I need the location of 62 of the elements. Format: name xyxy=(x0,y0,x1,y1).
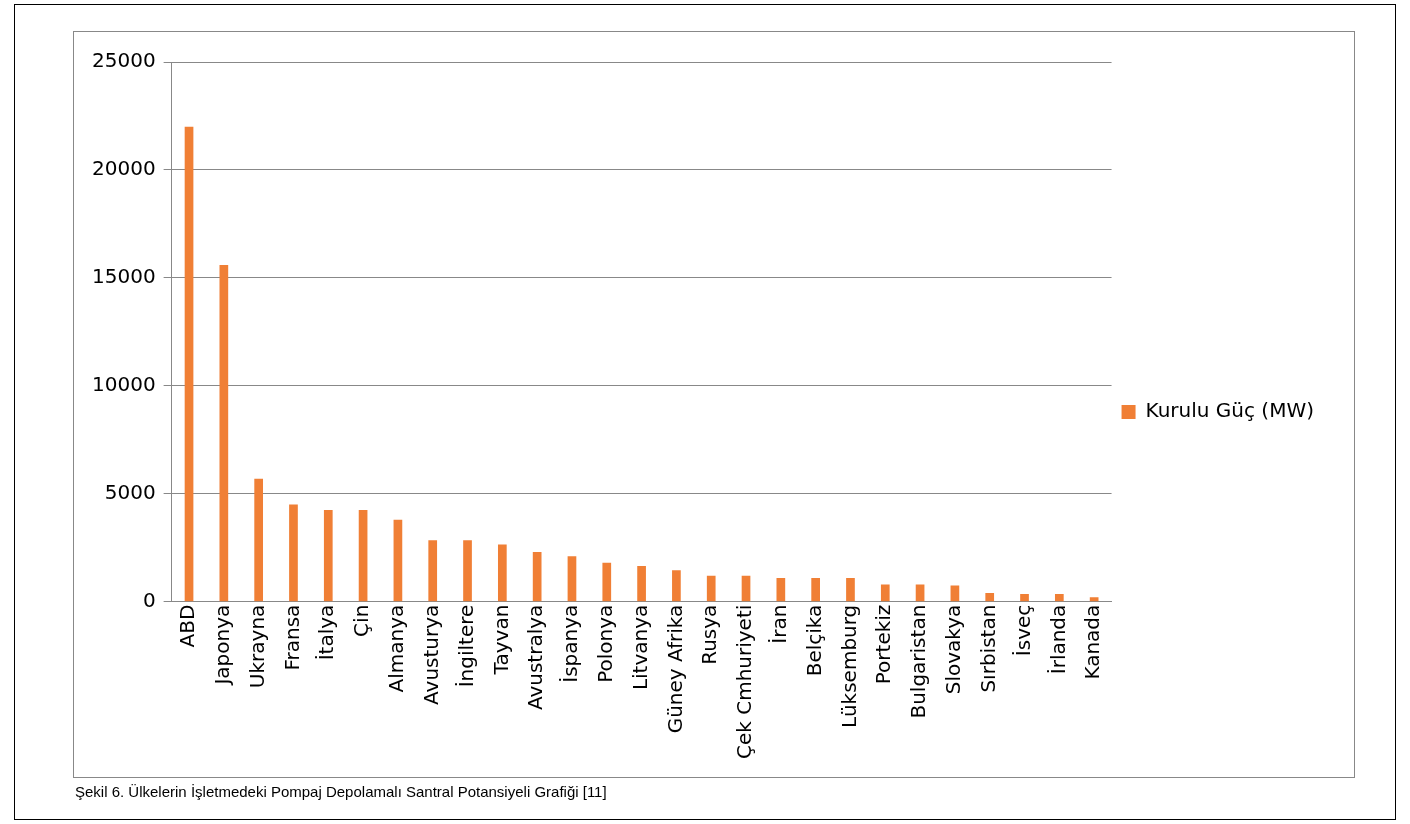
x-tick-label: Belçika xyxy=(801,604,826,677)
x-tick-label: Almanya xyxy=(384,604,409,693)
x-tick-label: Bulgaristan xyxy=(906,604,931,719)
y-tick-label: 10000 xyxy=(92,372,156,397)
x-tick-label: Avusturya xyxy=(418,604,443,705)
x-tick-label: Polonya xyxy=(592,604,617,683)
x-tick-label: Güney Afrika xyxy=(662,604,687,734)
bar xyxy=(602,562,612,602)
x-tick-label: Slovakya xyxy=(941,604,966,695)
x-tick-label: Japonya xyxy=(210,604,235,687)
x-tick-label: İspanya xyxy=(558,604,583,683)
x-tick-label: Portekiz xyxy=(871,604,896,685)
x-tick-label: Rusya xyxy=(697,604,722,665)
bar xyxy=(393,519,403,602)
x-tick-label: Tayvan xyxy=(488,604,513,676)
text: Şekil 6. Ülkelerin İşletmedeki Pompaj Depolamalı Santral Potansiyeli Grafiği [11] xyxy=(75,783,607,800)
bar xyxy=(497,544,507,602)
bar xyxy=(776,577,786,602)
x-tick-label: Avustralya xyxy=(523,604,548,711)
bar xyxy=(985,593,995,602)
x-tick-label: Sırbistan xyxy=(975,604,1000,693)
bar xyxy=(846,577,855,602)
x-tick-label: Çek Cmhuriyeti xyxy=(732,604,757,759)
bar xyxy=(1054,594,1064,602)
bar xyxy=(915,584,925,602)
bar xyxy=(706,575,716,602)
x-tick-label: Fransa xyxy=(279,604,304,671)
y-tick-label: 20000 xyxy=(92,156,156,181)
x-tick-label: İsveç xyxy=(1010,604,1035,657)
bar xyxy=(567,556,577,602)
x-tick-label: ABD xyxy=(175,604,200,648)
bar xyxy=(184,126,194,602)
bar xyxy=(1089,597,1099,602)
x-tick-label: İrlanda xyxy=(1045,604,1070,675)
bar xyxy=(254,478,264,602)
bar xyxy=(672,570,681,602)
x-tick-label: Çin xyxy=(349,604,374,637)
bar xyxy=(358,509,368,602)
bar xyxy=(741,575,751,602)
bar xyxy=(811,577,820,602)
bar xyxy=(428,540,438,602)
x-tick-label: İngiltere xyxy=(453,604,478,688)
bar xyxy=(637,566,646,602)
bar xyxy=(463,540,472,602)
bar xyxy=(1020,594,1029,602)
legend-label: Kurulu Güç (MW) xyxy=(1145,398,1315,423)
y-tick-label: 5000 xyxy=(104,479,156,504)
x-tick-label: İtalya xyxy=(314,604,339,661)
bar xyxy=(532,552,542,602)
y-tick-label: 15000 xyxy=(92,264,156,289)
x-tick-label: Kanada xyxy=(1080,604,1105,680)
bar xyxy=(219,264,229,602)
x-tick-label: Litvanya xyxy=(627,604,652,691)
bar xyxy=(323,509,333,602)
x-tick-label: Lüksemburg xyxy=(836,604,861,728)
bar xyxy=(289,504,298,602)
y-tick-label: 25000 xyxy=(92,48,156,73)
y-tick-label: 0 xyxy=(142,587,156,612)
x-tick-label: İran xyxy=(767,604,792,644)
x-tick-label: Ukrayna xyxy=(244,604,269,689)
bar xyxy=(880,584,890,602)
bar xyxy=(950,585,960,602)
